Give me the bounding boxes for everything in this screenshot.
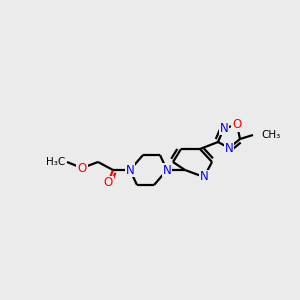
Text: N: N <box>220 122 228 134</box>
Text: N: N <box>126 164 134 176</box>
Text: O: O <box>232 118 242 131</box>
Text: O: O <box>103 176 112 190</box>
Text: N: N <box>163 164 171 176</box>
Text: CH₃: CH₃ <box>261 130 280 140</box>
Text: O: O <box>77 161 87 175</box>
Text: N: N <box>200 170 208 184</box>
Text: N: N <box>225 142 233 154</box>
Text: H₃C: H₃C <box>46 157 65 167</box>
